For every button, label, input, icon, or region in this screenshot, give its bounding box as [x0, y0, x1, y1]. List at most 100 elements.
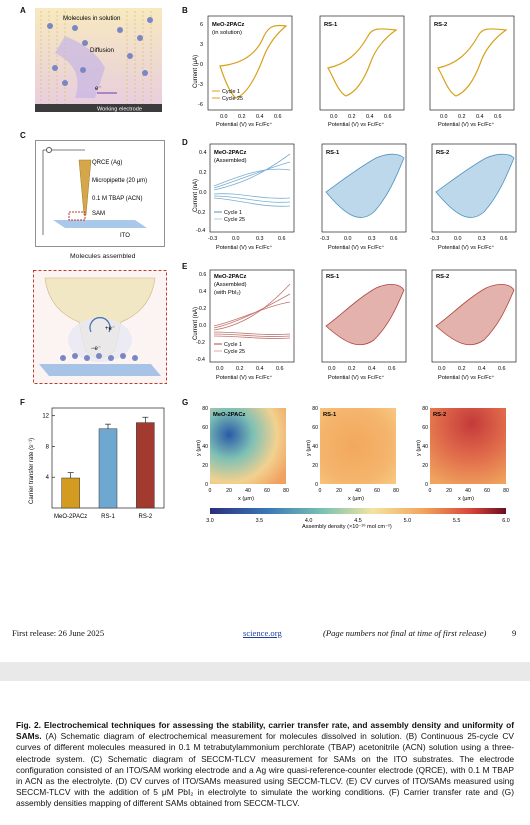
label-plus-e: +e⁻	[105, 326, 115, 332]
cv-b-plot-meo: Current (μA) 6 3 0 -3 -6 MeO-2PACz (in s…	[193, 15, 293, 128]
heatmap-title-rs2: RS-2	[433, 412, 446, 418]
cv-e3-xtick-1: 0.2	[458, 366, 466, 372]
cv-d2-xtick-3: 0.6	[390, 236, 398, 242]
cv-b-xtick-2: 0.4	[256, 114, 264, 120]
cv-b-ytick-2: 0	[200, 62, 203, 68]
cv-b2-xtick-1: 0.2	[348, 114, 356, 120]
heatmap-meo	[210, 408, 286, 484]
label-ito: ITO	[120, 233, 130, 239]
cv-d-ytick-2: 0.0	[199, 190, 207, 196]
cv-b-subtitle: (in solution)	[212, 30, 242, 36]
cv-e-ytick-3: 0.0	[199, 323, 206, 329]
colorbar-tick-4: 5.0	[404, 518, 412, 524]
heatmap-xtick-2-2: 40	[465, 488, 471, 494]
heatmap-ytick-1-3: 60	[312, 425, 318, 431]
heatmap-ytick-0-2: 40	[202, 444, 208, 450]
schematic-solution: Molecules in solution Diffusion e⁻ Worki…	[35, 8, 162, 113]
cv-d-ytick-1: 0.2	[199, 170, 207, 176]
panel-label-d: D	[182, 138, 188, 147]
caption-title: Fig. 2. Electrochemical techniques for a…	[16, 720, 514, 742]
label-electron-a: e⁻	[95, 86, 102, 92]
bar-f-1	[98, 428, 118, 509]
cv-e-title-rs2: RS-2	[436, 274, 449, 280]
panel-label-b: B	[182, 6, 188, 15]
label-minus-e: −e⁻	[91, 346, 101, 352]
heatmap-xlabel-0: x (μm)	[238, 496, 254, 502]
cv-d2-xtick-2: 0.3	[368, 236, 376, 242]
colorbar-tick-3: 4.5	[354, 518, 362, 524]
heatmap-ylabel-0: y (μm)	[196, 440, 202, 456]
cv-d-xtick-1: 0.0	[232, 236, 240, 242]
cv-e-title-meo: MeO-2PACz	[214, 274, 247, 280]
heatmap-xtick-2-3: 60	[484, 488, 490, 494]
cv-e2-xtick-0: 0.0	[328, 366, 336, 372]
heatmap-ytick-1-1: 20	[312, 463, 318, 469]
heatmap-ytick-0-0: 0	[205, 482, 208, 488]
heatmap-xtick-1-0: 0	[319, 488, 322, 494]
cv-d-legend-25: Cycle 25	[224, 217, 245, 223]
cv-e-ylabel: Current (nA)	[193, 307, 199, 340]
label-molecules-assembled: Molecules assembled	[70, 253, 136, 260]
cv-b-ylabel: Current (μA)	[193, 55, 199, 88]
heatmap-ytick-1-4: 80	[312, 406, 318, 412]
heatmap-title-rs1: RS-1	[323, 412, 337, 418]
cv-e2-xtick-1: 0.2	[348, 366, 356, 372]
heatmap-ylabel-1: y (μm)	[306, 440, 312, 456]
cv-e-legend-1: Cycle 1	[224, 342, 242, 348]
label-working-electrode: Working electrode	[97, 107, 142, 113]
cv-b-ytick-1: 3	[200, 42, 203, 48]
heatmap-ytick-2-1: 20	[422, 463, 428, 469]
cv-d3-xtick-1: 0.0	[454, 236, 462, 242]
caption-body: (A) Schematic diagram of electrochemical…	[16, 731, 514, 809]
heatmap-rs1	[320, 408, 396, 484]
label-micropipette: Micropipette (20 μm)	[92, 178, 147, 184]
cv-e-legend-25: Cycle 25	[224, 349, 245, 355]
colorbar-tick-1: 3.5	[256, 518, 264, 524]
cv-e-ytick-5: -0.4	[196, 357, 205, 363]
cv-b-xtick-1: 0.2	[238, 114, 246, 120]
heatmap-xtick-2-1: 20	[446, 488, 452, 494]
cv-e-title-rs1: RS-1	[326, 274, 340, 280]
cv-d-xtick-2: 0.3	[256, 236, 264, 242]
colorbar-label: Assembly density (×10⁻¹⁰ mol cm⁻²)	[302, 523, 392, 530]
cv-e-xtick-1: 0.2	[236, 366, 244, 372]
cv-b3-xtick-2: 0.4	[476, 114, 484, 120]
cv-e-xlabel-1: Potential (V) vs Fc/Fc⁺	[328, 374, 384, 381]
heatmap-title-meo: MeO-2PACz	[213, 412, 246, 418]
bar-f-0	[61, 477, 80, 509]
cv-b-ytick-3: -3	[198, 82, 203, 88]
heatmap-xtick-0-4: 80	[283, 488, 289, 494]
figure-caption: Fig. 2. Electrochemical techniques for a…	[16, 720, 514, 810]
cv-e3-xtick-2: 0.4	[478, 366, 486, 372]
heatmap-ytick-0-3: 60	[202, 425, 208, 431]
cv-d-xlabel-0: Potential (V) vs Fc/Fc⁺	[216, 244, 272, 251]
cv-e-ytick-1: 0.4	[199, 289, 206, 295]
heatmap-ytick-2-0: 0	[425, 482, 428, 488]
cv-b2-xtick-3: 0.6	[384, 114, 392, 120]
cv-e-xlabel-0: Potential (V) vs Fc/Fc⁺	[216, 374, 272, 381]
label-electrolyte: 0.1 M TBAP (ACN)	[92, 196, 142, 202]
heatmap-ytick-2-2: 40	[422, 444, 428, 450]
cv-b-title-meo: MeO-2PACz	[212, 22, 245, 28]
footer-site-link[interactable]: science.org	[243, 628, 282, 638]
colorbar-tick-6: 6.0	[502, 518, 510, 524]
label-molecules-in-solution: Molecules in solution	[63, 15, 121, 22]
cv-e3-xtick-0: 0.0	[438, 366, 446, 372]
cv-e-subtitle2: (with PbI₂)	[214, 290, 241, 296]
label-diffusion: Diffusion	[90, 47, 115, 54]
bar-f-category-1: RS-1	[101, 514, 115, 520]
heatmap-rs2	[430, 408, 506, 484]
panel-label-c: C	[20, 131, 26, 140]
cv-e2-xtick-2: 0.4	[368, 366, 376, 372]
cv-e-ytick-0: 0.6	[199, 272, 206, 278]
bar-f-ylabel: Carrier transfer rate (s⁻¹)	[29, 438, 35, 504]
footer-note: (Page numbers not final at time of first…	[323, 628, 487, 638]
panel-label-f: F	[20, 398, 25, 407]
bar-f-ytick-label: 12	[42, 414, 49, 420]
cv-e2-xtick-3: 0.6	[388, 366, 396, 372]
cv-d-ytick-3: -0.2	[196, 210, 205, 216]
cv-d-ytick-4: -0.4	[196, 228, 205, 234]
cv-e-ytick-4: -0.2	[196, 340, 205, 346]
page-footer: First release: 26 June 2025 science.org …	[12, 628, 518, 642]
footer-release: First release: 26 June 2025	[12, 628, 105, 638]
